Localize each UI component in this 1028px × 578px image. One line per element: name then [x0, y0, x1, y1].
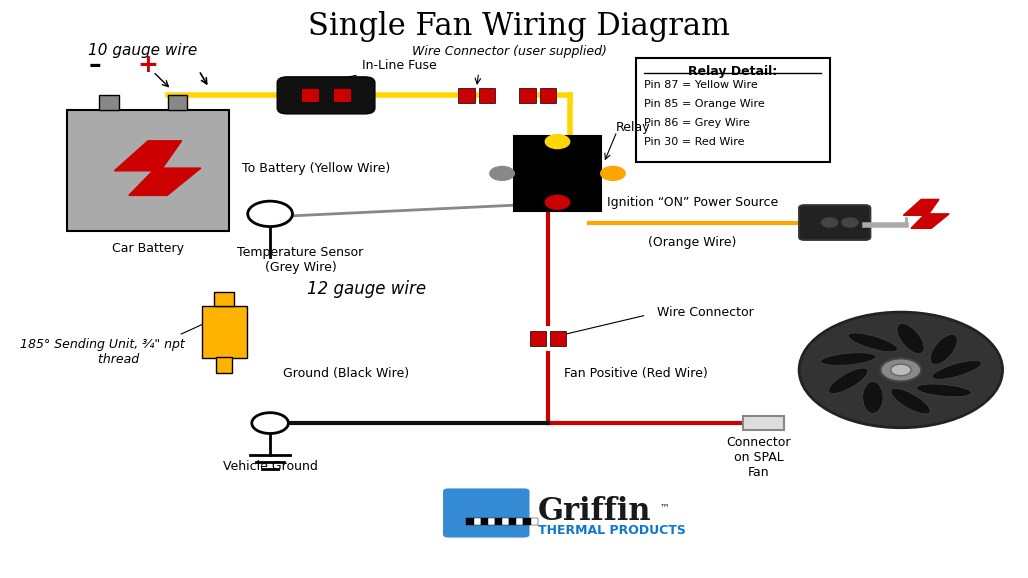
- Text: –: –: [88, 53, 102, 77]
- FancyBboxPatch shape: [278, 77, 375, 114]
- Bar: [99, 95, 118, 110]
- Text: In-Line Fuse: In-Line Fuse: [330, 60, 437, 83]
- Bar: [516, 518, 523, 525]
- FancyBboxPatch shape: [799, 205, 871, 240]
- Text: THERMAL PRODUCTS: THERMAL PRODUCTS: [538, 524, 686, 537]
- Text: Pin 87 = Yellow Wire: Pin 87 = Yellow Wire: [645, 80, 759, 90]
- Ellipse shape: [862, 381, 883, 413]
- Circle shape: [600, 166, 625, 180]
- Ellipse shape: [891, 388, 930, 414]
- Circle shape: [842, 218, 858, 227]
- Text: Fan Positive (Red Wire): Fan Positive (Red Wire): [564, 367, 708, 380]
- Text: Ground (Black Wire): Ground (Black Wire): [284, 367, 409, 380]
- Text: Wire Connector (user supplied): Wire Connector (user supplied): [412, 45, 607, 58]
- Text: To Battery (Yellow Wire): To Battery (Yellow Wire): [242, 162, 390, 175]
- Text: 10 gauge wire: 10 gauge wire: [88, 43, 197, 58]
- Text: Pin 86 = Grey Wire: Pin 86 = Grey Wire: [645, 118, 750, 128]
- Ellipse shape: [820, 353, 876, 365]
- Ellipse shape: [930, 335, 957, 365]
- Bar: [540, 88, 556, 103]
- Text: Ignition “ON” Power Source: Ignition “ON” Power Source: [607, 197, 778, 209]
- Bar: [201, 306, 247, 358]
- Bar: [488, 518, 494, 525]
- Text: Connector
on SPAL
Fan: Connector on SPAL Fan: [726, 436, 791, 479]
- Text: Pin 85 = Orange Wire: Pin 85 = Orange Wire: [645, 99, 765, 109]
- Bar: [530, 518, 538, 525]
- Bar: [467, 518, 474, 525]
- Bar: [67, 110, 229, 231]
- Text: (Orange Wire): (Orange Wire): [648, 236, 736, 249]
- Bar: [636, 58, 830, 162]
- Bar: [529, 331, 546, 346]
- Text: Wire Connector: Wire Connector: [657, 306, 754, 318]
- Bar: [743, 416, 783, 430]
- Text: Relay: Relay: [616, 121, 651, 134]
- Bar: [509, 518, 516, 525]
- Text: Pin 30 = Red Wire: Pin 30 = Red Wire: [645, 137, 745, 147]
- Circle shape: [799, 312, 1002, 428]
- Ellipse shape: [916, 384, 971, 397]
- Text: Temperature Sensor
(Grey Wire): Temperature Sensor (Grey Wire): [237, 246, 364, 273]
- Text: 12 gauge wire: 12 gauge wire: [307, 280, 427, 298]
- Circle shape: [881, 358, 921, 381]
- Ellipse shape: [932, 361, 982, 379]
- Bar: [502, 518, 509, 525]
- Ellipse shape: [829, 368, 868, 394]
- Circle shape: [821, 218, 838, 227]
- Ellipse shape: [848, 333, 897, 352]
- FancyBboxPatch shape: [443, 488, 529, 538]
- Bar: [519, 88, 536, 103]
- Polygon shape: [904, 199, 949, 228]
- Bar: [300, 88, 319, 102]
- Bar: [481, 518, 488, 525]
- Polygon shape: [114, 141, 200, 195]
- Circle shape: [890, 364, 911, 376]
- Circle shape: [248, 201, 293, 227]
- Circle shape: [545, 135, 570, 149]
- Text: Car Battery: Car Battery: [112, 242, 184, 254]
- Circle shape: [252, 413, 289, 434]
- Text: Relay Detail:: Relay Detail:: [689, 65, 777, 77]
- Bar: [214, 292, 234, 306]
- Bar: [216, 357, 232, 373]
- Bar: [458, 88, 475, 103]
- Circle shape: [545, 195, 570, 209]
- Bar: [550, 331, 566, 346]
- Bar: [494, 518, 502, 525]
- Bar: [168, 95, 187, 110]
- Circle shape: [489, 166, 514, 180]
- Bar: [333, 88, 352, 102]
- Text: Vehicle Ground: Vehicle Ground: [223, 460, 318, 472]
- Ellipse shape: [897, 324, 924, 354]
- Text: Single Fan Wiring Diagram: Single Fan Wiring Diagram: [308, 10, 730, 42]
- Text: ™: ™: [660, 502, 669, 513]
- Bar: [523, 518, 530, 525]
- Bar: [474, 518, 481, 525]
- Bar: [514, 136, 600, 211]
- Bar: [479, 88, 494, 103]
- Text: 185° Sending Unit, ¾" npt
        thread: 185° Sending Unit, ¾" npt thread: [20, 338, 185, 366]
- Text: Griffin: Griffin: [538, 496, 652, 527]
- Text: +: +: [138, 53, 158, 77]
